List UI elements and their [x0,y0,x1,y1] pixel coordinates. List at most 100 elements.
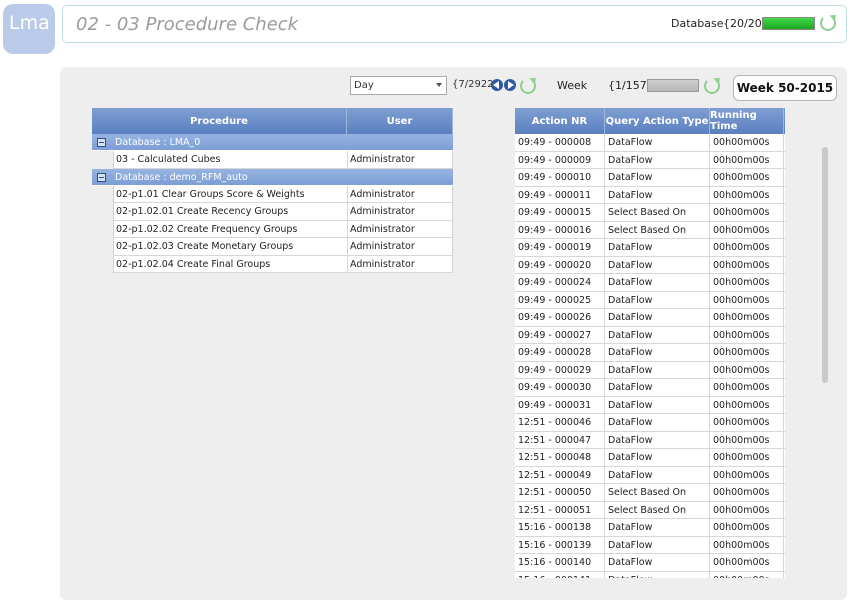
action-nr-cell: 09:49 - 000015 [515,204,605,221]
day-refresh-icon[interactable] [520,78,536,94]
running-time-cell: 00h00m00s [710,361,784,378]
action-row[interactable]: 09:49 - 000011 DataFlow 00h00m00s [515,186,785,204]
action-row[interactable]: 09:49 - 000026 DataFlow 00h00m00s [515,309,785,327]
column-header-user[interactable]: User [347,108,453,134]
action-row[interactable]: 09:49 - 000029 DataFlow 00h00m00s [515,361,785,379]
action-nr-cell: 09:49 - 000028 [515,344,605,361]
main-panel: Day {7/2922} Week {1/157} Week 50-2015 P… [60,67,847,600]
procedure-row[interactable]: 03 - Calculated Cubes Administrator [113,151,453,169]
query-action-type-cell: Select Based On [605,501,710,518]
running-time-cell: 00h00m00s [710,239,784,256]
group-row[interactable]: Database : demo_RFM_auto [92,168,453,186]
procedure-table-header: Procedure User [92,108,453,134]
procedure-row[interactable]: 02-p1.02.02 Create Frequency Groups Admin… [113,220,453,238]
query-action-type-cell: DataFlow [605,361,710,378]
action-row[interactable]: 09:49 - 000020 DataFlow 00h00m00s [515,256,785,274]
action-nr-cell: 09:49 - 000027 [515,326,605,343]
action-row[interactable]: 15:16 - 000140 DataFlow 00h00m00s [515,554,785,572]
query-action-type-cell: DataFlow [605,536,710,553]
action-row[interactable]: 12:51 - 000048 DataFlow 00h00m00s [515,449,785,467]
action-row[interactable]: 09:49 - 000030 DataFlow 00h00m00s [515,379,785,397]
action-nr-cell: 09:49 - 000030 [515,379,605,396]
action-nr-cell: 09:49 - 000024 [515,274,605,291]
action-row[interactable]: 12:51 - 000051 Select Based On 00h00m00s [515,501,785,519]
column-header-running-time[interactable]: Running Time [710,108,784,134]
period-select[interactable]: Day [350,76,447,95]
action-row[interactable]: 09:49 - 000025 DataFlow 00h00m00s [515,291,785,309]
procedure-row[interactable]: 02-p1.02.03 Create Monetary Groups Admini… [113,238,453,256]
action-row[interactable]: 09:49 - 000009 DataFlow 00h00m00s [515,151,785,169]
running-time-cell: 00h00m00s [710,414,784,431]
query-action-type-cell: DataFlow [605,274,710,291]
week-progress-bar [647,79,699,92]
action-row[interactable]: 09:49 - 000024 DataFlow 00h00m00s [515,274,785,292]
running-time-cell: 00h00m00s [710,571,784,578]
scrollbar-thumb[interactable] [822,147,828,383]
query-action-type-cell: Select Based On [605,221,710,238]
running-time-cell: 00h00m00s [710,484,784,501]
action-row[interactable]: 12:51 - 000049 DataFlow 00h00m00s [515,466,785,484]
running-time-cell: 00h00m00s [710,449,784,466]
running-time-cell: 00h00m00s [710,379,784,396]
action-row[interactable]: 09:49 - 000031 DataFlow 00h00m00s [515,396,785,414]
action-nr-cell: 15:16 - 000139 [515,536,605,553]
action-row[interactable]: 09:49 - 000010 DataFlow 00h00m00s [515,169,785,187]
previous-arrow-icon[interactable] [491,79,503,91]
running-time-cell: 00h00m00s [710,431,784,448]
page-title: 02 - 03 Procedure Check [76,14,299,35]
query-action-type-cell: DataFlow [605,151,710,168]
action-nr-cell: 15:16 - 000141 [515,571,605,578]
action-row[interactable]: 15:16 - 000138 DataFlow 00h00m00s [515,519,785,537]
column-header-action-nr[interactable]: Action NR [515,108,605,134]
procedure-row[interactable]: 02-p1.02.04 Create Final Groups Administr… [113,255,453,273]
collapse-icon[interactable] [97,172,106,182]
action-row[interactable]: 09:49 - 000008 DataFlow 00h00m00s [515,134,785,152]
running-time-cell: 00h00m00s [710,151,784,168]
running-time-cell: 00h00m00s [710,396,784,413]
query-action-type-cell: DataFlow [605,291,710,308]
action-nr-cell: 12:51 - 000048 [515,449,605,466]
next-arrow-icon[interactable] [504,79,516,91]
query-action-type-cell: Select Based On [605,204,710,221]
database-refresh-icon[interactable] [820,15,836,31]
action-row[interactable]: 12:51 - 000047 DataFlow 00h00m00s [515,431,785,449]
procedure-row[interactable]: 02-p1.02.01 Create Recency Groups Adminis… [113,203,453,221]
group-label: Database : demo_RFM_auto [115,171,248,183]
chevron-down-icon [436,83,442,87]
procedure-name: 02-p1.02.02 Create Frequency Groups [114,220,348,237]
action-row[interactable]: 15:16 - 000139 DataFlow 00h00m00s [515,536,785,554]
query-action-type-cell: DataFlow [605,414,710,431]
group-row[interactable]: Database : LMA_0 [92,134,453,151]
action-row[interactable]: 09:49 - 000015 Select Based On 00h00m00s [515,204,785,222]
running-time-cell: 00h00m00s [710,536,784,553]
action-row[interactable]: 09:49 - 000028 DataFlow 00h00m00s [515,344,785,362]
query-action-type-cell: DataFlow [605,309,710,326]
action-row[interactable]: 12:51 - 000046 DataFlow 00h00m00s [515,414,785,432]
action-row[interactable]: 09:49 - 000019 DataFlow 00h00m00s [515,239,785,257]
action-row[interactable]: 09:49 - 000016 Select Based On 00h00m00s [515,221,785,239]
action-row[interactable]: 09:49 - 000027 DataFlow 00h00m00s [515,326,785,344]
running-time-cell: 00h00m00s [710,134,784,151]
running-time-cell: 00h00m00s [710,204,784,221]
group-label: Database : LMA_0 [115,137,201,148]
running-time-cell: 00h00m00s [710,519,784,536]
query-action-type-cell: DataFlow [605,519,710,536]
procedure-user: Administrator [350,188,415,200]
action-nr-cell: 12:51 - 000050 [515,484,605,501]
running-time-cell: 00h00m00s [710,326,784,343]
procedure-name: 02-p1.01 Clear Groups Score & Weights [114,185,348,202]
action-table: Action NR Query Action Type Running Time… [515,108,785,578]
week-refresh-icon[interactable] [704,78,720,94]
action-row[interactable]: 15:16 - 000141DataFlow00h00m00s [515,571,785,578]
column-header-procedure[interactable]: Procedure [92,108,347,134]
procedure-row[interactable]: 02-p1.01 Clear Groups Score & Weights Adm… [113,185,453,203]
action-row[interactable]: 12:51 - 000050 Select Based On 00h00m00s [515,484,785,502]
period-select-value: Day [354,80,374,91]
running-time-cell: 00h00m00s [710,169,784,186]
column-header-query-action-type[interactable]: Query Action Type [605,108,710,134]
running-time-cell: 00h00m00s [710,291,784,308]
title-bar: 02 - 03 Procedure Check Database {20/20} [62,5,847,43]
collapse-icon[interactable] [97,138,106,147]
action-nr-cell: 09:49 - 000031 [515,396,605,413]
week-button[interactable]: Week 50-2015 [733,75,837,101]
